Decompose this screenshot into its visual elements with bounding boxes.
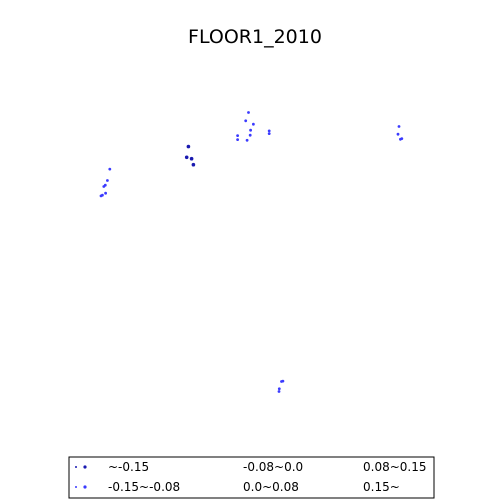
data-point <box>277 390 281 393</box>
data-point <box>236 134 240 138</box>
legend-marker <box>83 485 87 489</box>
data-point <box>108 167 112 171</box>
data-point <box>245 138 249 142</box>
data-point <box>184 155 189 160</box>
chart-title: FLOOR1_2010 <box>188 26 322 48</box>
data-point <box>247 111 250 114</box>
data-point <box>280 380 283 383</box>
legend-label: 0.08~0.15 <box>363 460 427 474</box>
legend-box <box>68 456 435 499</box>
legend-entry: -0.15~-0.08 <box>75 480 180 494</box>
data-point <box>191 162 196 167</box>
legend-label: 0.15~ <box>363 480 400 494</box>
data-point <box>248 133 252 137</box>
data-point <box>267 129 271 133</box>
legend-label: ~-0.15 <box>108 460 149 474</box>
legend: ~-0.15 -0.15~-0.08 -0.08~0.0 0.0~0.08 0.08~0… <box>75 460 427 494</box>
data-point <box>267 132 271 136</box>
data-point <box>99 194 103 198</box>
legend-marker <box>75 466 77 468</box>
legend-entry: 0.08~0.15 <box>363 460 427 474</box>
legend-entry: 0.0~0.08 <box>243 480 299 494</box>
legend-label: 0.0~0.08 <box>243 480 299 494</box>
data-point <box>397 125 401 128</box>
legend-label: -0.15~-0.08 <box>108 480 180 494</box>
legend-label: -0.08~0.0 <box>243 460 303 474</box>
data-point <box>104 191 107 195</box>
data-point <box>189 156 194 161</box>
legend-entry: -0.08~0.0 <box>243 460 303 474</box>
data-point <box>102 185 106 188</box>
data-point <box>106 179 109 182</box>
data-point <box>277 387 281 391</box>
data-point <box>244 119 248 123</box>
data-point <box>249 128 253 132</box>
data-point <box>252 122 255 126</box>
legend-entry: 0.15~ <box>363 480 400 494</box>
legend-marker <box>75 486 77 488</box>
legend-entry: ~-0.15 <box>75 460 149 474</box>
data-point <box>396 132 400 136</box>
plot-area <box>99 111 404 393</box>
legend-marker <box>83 465 87 469</box>
data-point <box>186 144 191 149</box>
data-point <box>399 137 402 141</box>
data-point <box>236 138 240 142</box>
